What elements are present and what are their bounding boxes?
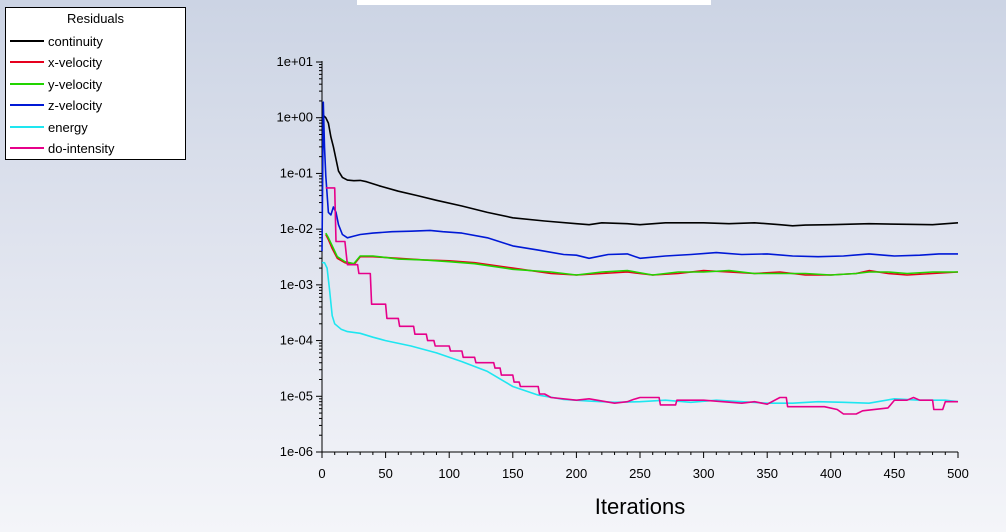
x-tick-label: 50 [378, 466, 392, 481]
legend-label: x-velocity [48, 54, 103, 70]
top-tab [357, 0, 711, 5]
x-tick-label: 350 [756, 466, 778, 481]
x-tick-label: 0 [318, 466, 325, 481]
legend-item-y-velocity: y-velocity [10, 76, 102, 92]
x-tick-label: 200 [566, 466, 588, 481]
legend: Residuals continuity x-velocity y-veloci… [5, 7, 186, 160]
y-tick-label: 1e-06 [280, 444, 313, 459]
legend-item-do-intensity: do-intensity [10, 140, 114, 156]
legend-item-energy: energy [10, 119, 88, 135]
y-tick-label: 1e-02 [280, 221, 313, 236]
x-tick-label: 500 [947, 466, 969, 481]
y-tick-label: 1e+00 [276, 110, 313, 125]
legend-item-x-velocity: x-velocity [10, 54, 102, 70]
legend-item-continuity: continuity [10, 33, 103, 49]
legend-swatch [10, 61, 44, 63]
legend-swatch [10, 40, 44, 42]
x-tick-label: 450 [884, 466, 906, 481]
y-tick-label: 1e-04 [280, 333, 313, 348]
y-tick-label: 1e-03 [280, 277, 313, 292]
x-tick-label: 150 [502, 466, 524, 481]
series-line-continuity [321, 114, 959, 227]
legend-swatch [10, 83, 44, 85]
x-tick-label: 300 [693, 466, 715, 481]
x-axis-label: Iterations [595, 494, 686, 519]
series-line-y-velocity [325, 232, 958, 276]
x-tick-label: 100 [438, 466, 460, 481]
legend-label: energy [48, 119, 88, 135]
x-tick-label: 400 [820, 466, 842, 481]
legend-swatch [10, 147, 44, 149]
series-line-do-intensity [325, 187, 958, 415]
legend-label: continuity [48, 33, 103, 49]
legend-swatch [10, 126, 44, 128]
legend-label: do-intensity [48, 140, 115, 156]
legend-title: Residuals [66, 11, 125, 26]
x-tick-label: 250 [629, 466, 651, 481]
legend-swatch [10, 104, 44, 106]
legend-label: y-velocity [48, 76, 103, 92]
legend-label: z-velocity [48, 97, 103, 113]
legend-item-z-velocity: z-velocity [10, 97, 102, 113]
y-tick-label: 1e-05 [280, 388, 313, 403]
y-tick-label: 1e+01 [276, 54, 313, 69]
y-tick-label: 1e-01 [280, 165, 313, 180]
series-line-z-velocity [321, 101, 958, 260]
series-line-energy [322, 261, 959, 405]
